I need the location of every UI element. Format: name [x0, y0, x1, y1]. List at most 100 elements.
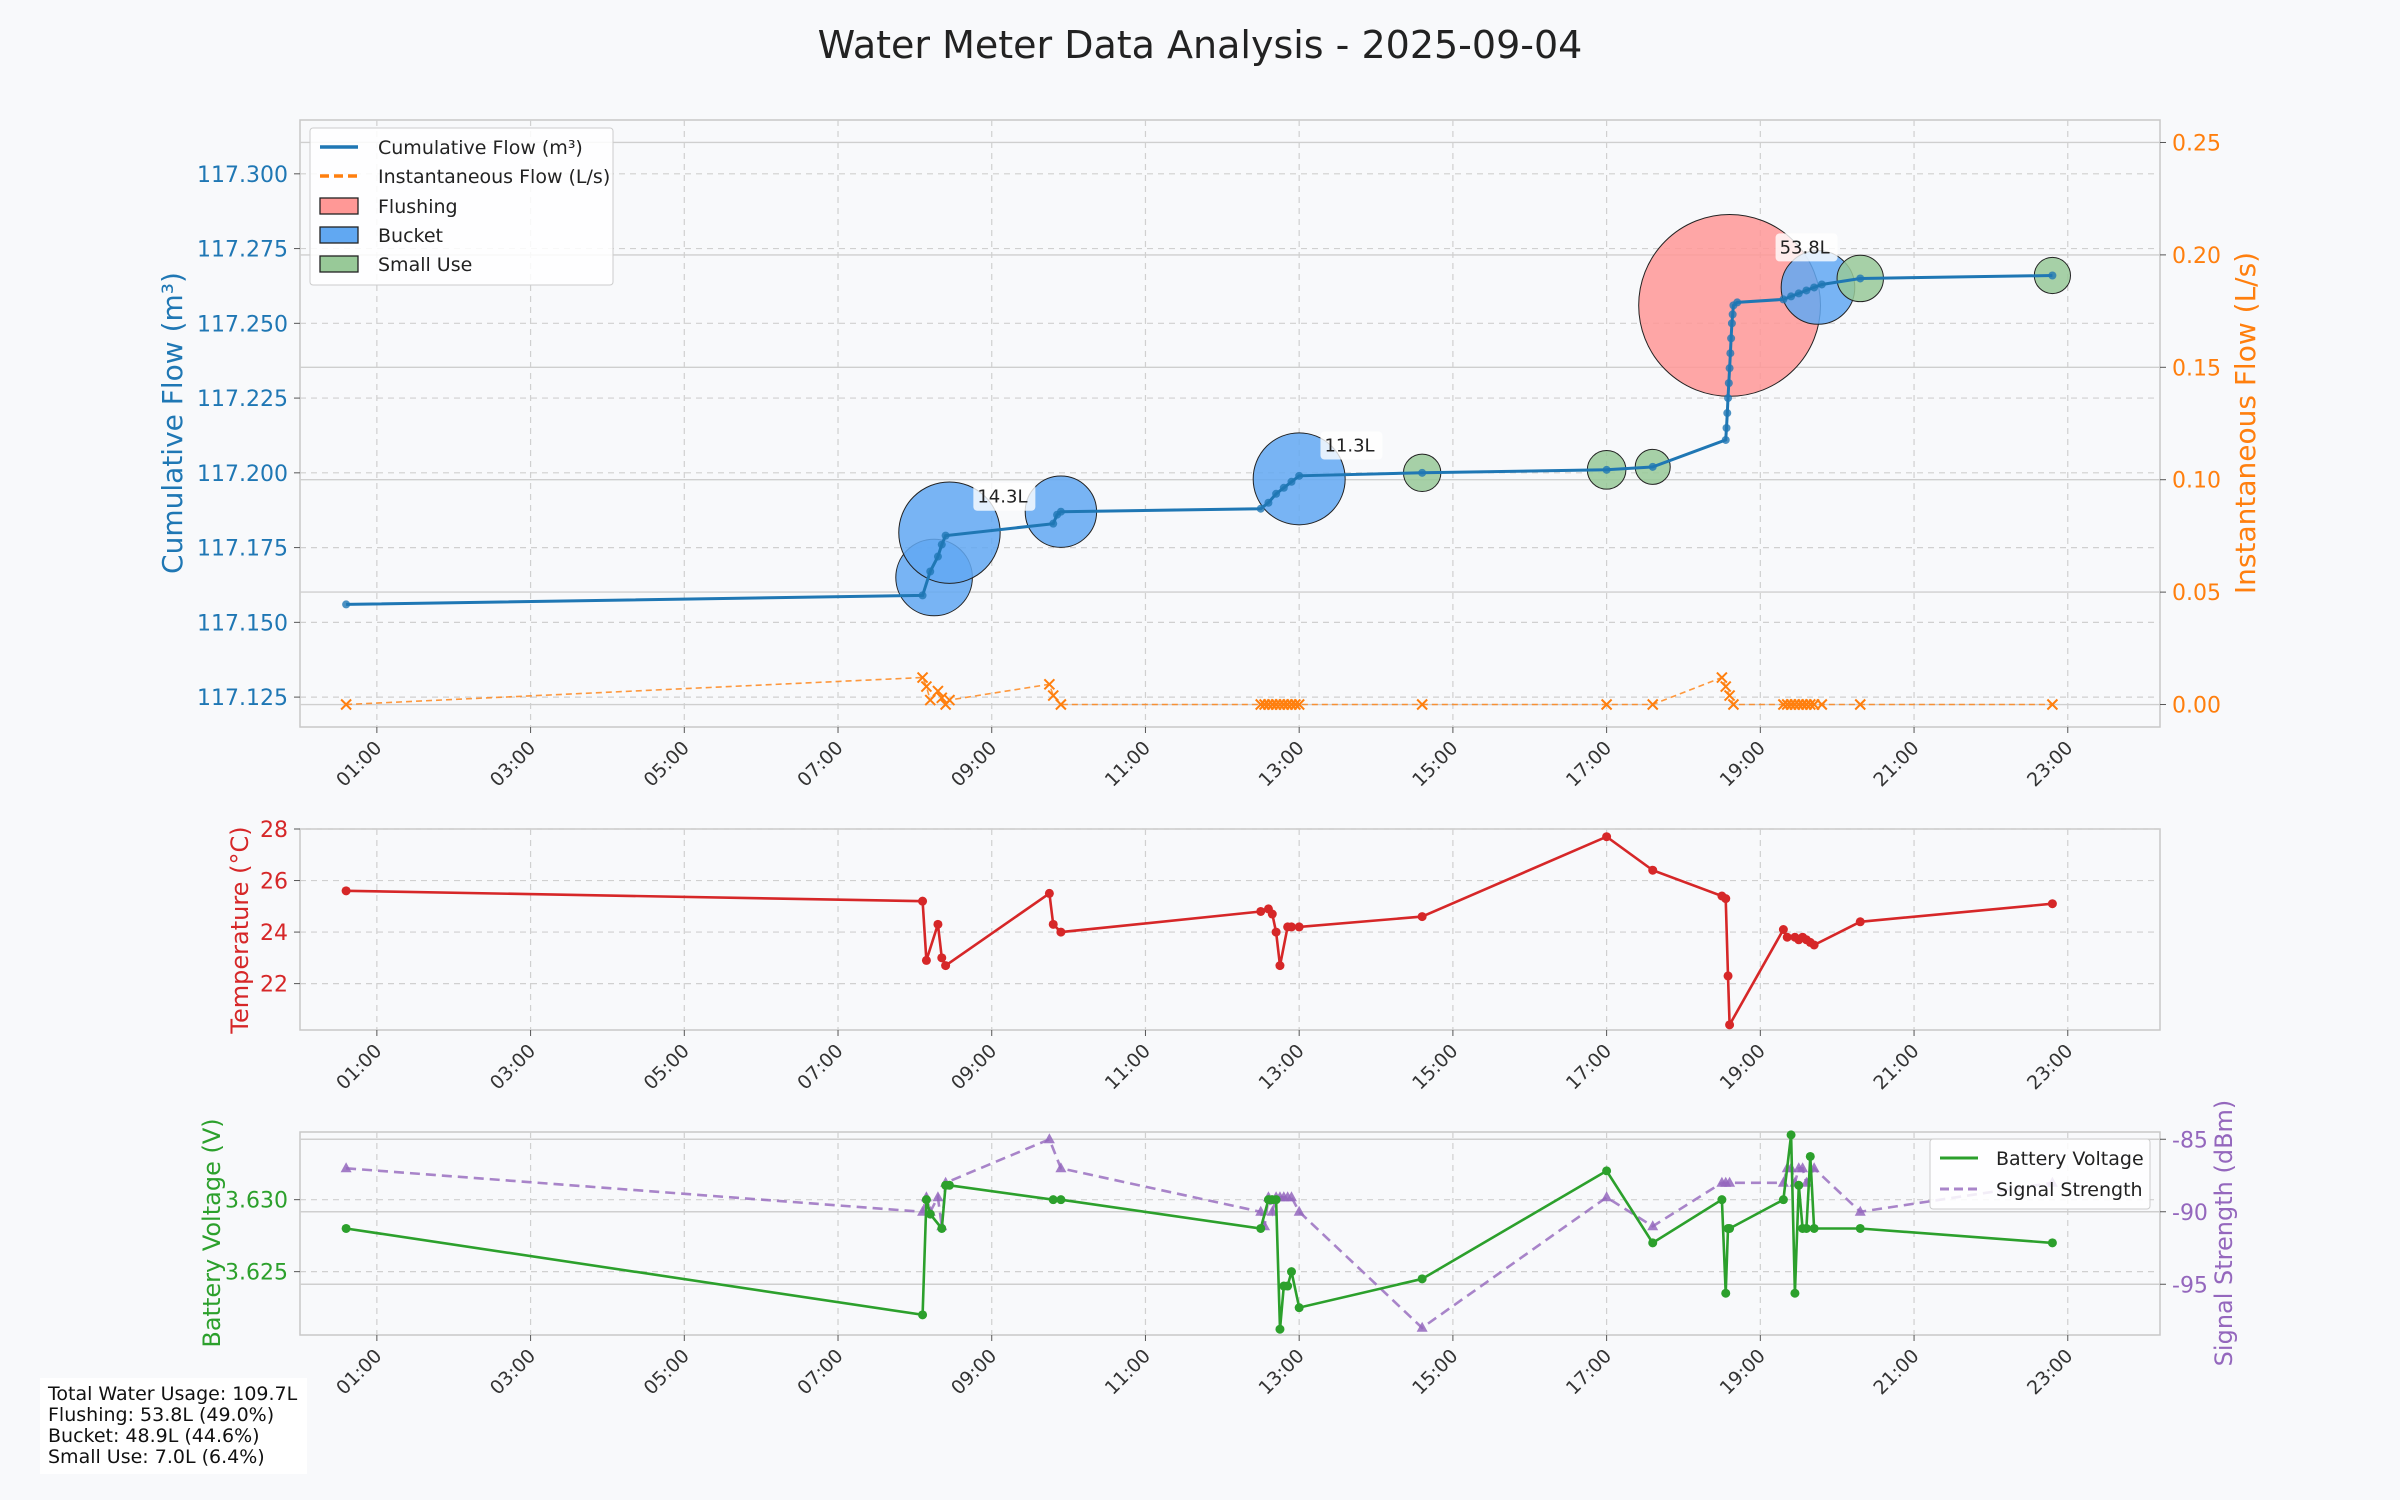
signal-strength-point: [1293, 1205, 1305, 1216]
cumulative-flow-point: [1779, 295, 1788, 304]
instantaneous-flow-point: [932, 685, 944, 697]
summary-small-use: Small Use: 7.0L (6.4%): [48, 1446, 265, 1468]
y2-tick-label: -90: [2172, 1201, 2208, 1226]
event-label: 11.3L: [1324, 436, 1374, 457]
temperature-point: [1778, 925, 1788, 934]
battery-voltage-point: [1294, 1303, 1304, 1313]
instantaneous-flow-point: [1720, 680, 1732, 693]
battery-voltage-point: [1648, 1238, 1658, 1248]
battery-voltage-point: [921, 1195, 931, 1205]
event-label: 14.3L: [977, 487, 1027, 508]
x-tick-label: 11:00: [1101, 1345, 1155, 1399]
x-tick-label: 15:00: [1408, 1040, 1462, 1094]
x-tick-label: 23:00: [2023, 1040, 2077, 1094]
legend-swatch-bucket: [319, 226, 359, 244]
signal-strength-point: [1285, 1191, 1297, 1202]
legend-swatch-small-use: [319, 255, 359, 273]
legend-label: Signal Strength: [1996, 1179, 2143, 1201]
cumulative-flow-point: [1727, 334, 1736, 343]
y-tick-label: 117.175: [197, 537, 288, 562]
temperature-point: [1725, 1020, 1735, 1030]
x-tick-label: 15:00: [1408, 737, 1462, 791]
cumulative-flow-point: [918, 591, 927, 600]
x-tick-label: 01:00: [332, 1345, 386, 1399]
x-tick-label: 11:00: [1101, 1040, 1155, 1094]
y-tick-label: 22: [260, 973, 288, 998]
battery-voltage-point: [1602, 1166, 1612, 1176]
instantaneous-flow-point: [1723, 689, 1736, 702]
x-tick-label: 05:00: [640, 737, 694, 791]
y-tick-label: 117.225: [197, 387, 288, 412]
temperature-point: [341, 886, 351, 896]
battery-signal-panel: 01:00 03:00 05:00 07:00 09:00 11:00 13:00 15:00…: [198, 1100, 2238, 1400]
cumulative-flow-point: [1279, 483, 1288, 492]
y-tick-label: 117.300: [197, 163, 288, 188]
temperature-panel: 01:00 03:00 05:00 07:00 09:00 11:00 13:00 15:00…: [226, 818, 2161, 1094]
x-tick-label: 07:00: [793, 1040, 847, 1094]
battery-signal-legend: Battery Voltage Signal Strength: [1929, 1138, 2151, 1210]
cumulative-flow-point: [926, 567, 935, 576]
cumulative-flow-point: [1256, 504, 1265, 513]
temperature-point: [1286, 922, 1296, 932]
plot-area: [299, 1131, 2161, 1336]
battery-voltage-point: [1801, 1223, 1811, 1233]
legend-box: [309, 127, 614, 286]
cumulative-flow-point: [1722, 423, 1731, 432]
temperature-point: [1271, 927, 1281, 937]
signal-strength-point: [1043, 1133, 1055, 1144]
cumulative-flow-point: [1264, 498, 1273, 507]
cumulative-flow-point: [1724, 394, 1733, 403]
event-label-background: [973, 482, 1036, 511]
instantaneous-flow-point: [1647, 698, 1659, 711]
temperature-point: [1648, 865, 1658, 875]
signal-strength-point: [1797, 1162, 1809, 1173]
plot-area: [299, 828, 2161, 1031]
instantaneous-flow-point: [1047, 689, 1059, 702]
event-label-background: [1775, 233, 1838, 262]
cumulative-flow-point: [1728, 310, 1737, 319]
temperature-point: [1417, 912, 1427, 922]
temperature-point: [1044, 888, 1054, 898]
signal-strength-point: [1055, 1162, 1067, 1173]
instantaneous-flow-point: [1289, 698, 1302, 711]
x-tick-label: 01:00: [332, 1040, 386, 1094]
instantaneous-flow-point: [1416, 698, 1428, 711]
y2-tick-label: -85: [2172, 1128, 2208, 1153]
cumulative-flow-point: [1725, 364, 1734, 373]
x-tick-label: 03:00: [486, 1040, 540, 1094]
battery-voltage-point: [1275, 1324, 1285, 1334]
y2-axis-label: Signal Strength (dBm): [2210, 1100, 2238, 1367]
x-tick-label: 07:00: [793, 737, 847, 791]
event-label-background: [1320, 431, 1383, 460]
battery-voltage-point: [1271, 1195, 1281, 1205]
instantaneous-flow-point: [920, 680, 933, 693]
cumulative-flow-point: [1287, 477, 1296, 486]
y2-tick-label: 0.15: [2172, 356, 2221, 381]
x-tick-label: 17:00: [1562, 737, 1616, 791]
signal-strength-point: [1647, 1220, 1659, 1231]
usage-summary-box: Total Water Usage: 109.7L Flushing: 53.8…: [40, 1378, 308, 1474]
legend-label: Bucket: [378, 225, 443, 247]
legend-box: [1929, 1138, 2151, 1210]
cumulative-flow-point: [1295, 471, 1304, 480]
y-tick-label: 28: [260, 818, 288, 843]
instantaneous-flow-point: [924, 694, 936, 706]
instantaneous-flow-point: [1293, 698, 1305, 711]
chart-title: Water Meter Data Analysis - 2025-09-04: [818, 23, 1583, 67]
x-tick-label: 17:00: [1562, 1345, 1616, 1399]
y2-tick-label: 0.05: [2172, 581, 2221, 606]
instantaneous-flow-point: [1716, 671, 1728, 684]
cumulative-flow-point: [1648, 462, 1657, 471]
signal-strength-point: [932, 1191, 944, 1202]
flow-panel: 01:00 03:00 05:00 07:00 09:00 11:00 13:00 15:00…: [156, 119, 2262, 791]
battery-voltage-point: [925, 1209, 935, 1219]
legend-label: Instantaneous Flow (L/s): [378, 166, 610, 188]
battery-voltage-point: [1717, 1195, 1727, 1205]
battery-voltage-point: [1794, 1180, 1804, 1190]
y-tick-label: 117.150: [197, 611, 288, 636]
instantaneous-flow-point: [1043, 678, 1056, 690]
battery-voltage-point: [1256, 1223, 1266, 1233]
temperature-point: [933, 919, 943, 929]
x-tick-label: 21:00: [1869, 737, 1923, 791]
